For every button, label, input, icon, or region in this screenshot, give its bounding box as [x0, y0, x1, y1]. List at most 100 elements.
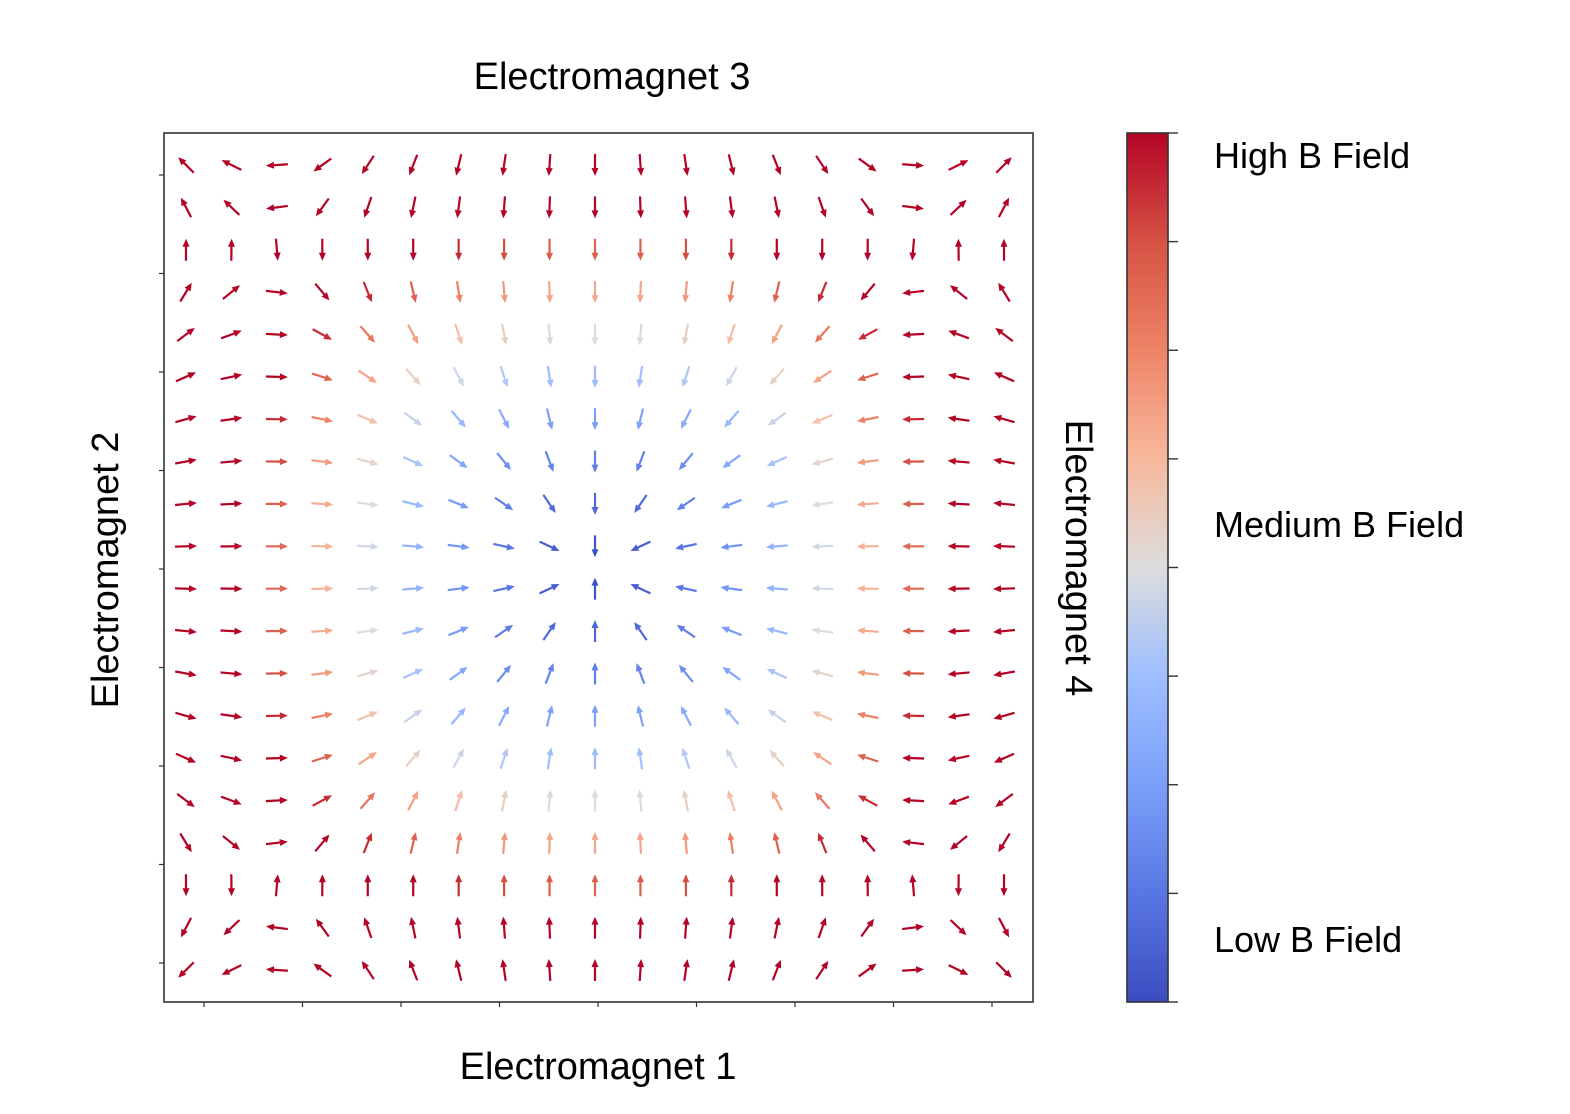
quiver-arrow: [311, 669, 334, 677]
quiver-arrow: [998, 832, 1011, 853]
quiver-arrow: [500, 831, 508, 854]
quiver-arrow: [220, 542, 243, 550]
quiver-arrow: [227, 874, 235, 897]
quiver-arrow: [817, 281, 828, 303]
quiver-arrow: [993, 415, 1015, 424]
quiver-arrow: [265, 923, 288, 931]
quiver-arrow: [682, 281, 690, 304]
quiver-arrow: [361, 155, 375, 175]
quiver-arrow: [1000, 238, 1008, 261]
quiver-arrow: [591, 662, 599, 685]
quiver-arrow: [591, 620, 599, 643]
quiver-arrow: [496, 452, 512, 471]
quiver-arrow: [636, 705, 645, 727]
quiver-arrow: [766, 500, 788, 509]
quiver-arrow: [363, 196, 373, 218]
quiver-arrow: [179, 832, 192, 853]
quiver-arrow: [772, 832, 781, 854]
quiver-arrow: [220, 372, 243, 381]
quiver-arrow: [447, 543, 470, 551]
quiver-arrow: [858, 963, 877, 978]
quiver-arrow: [403, 709, 423, 724]
quiver-arrow: [955, 238, 963, 261]
quiver-arrow: [902, 669, 925, 677]
quiver-arrow: [220, 670, 243, 678]
quiver-arrow: [356, 627, 379, 635]
quiver-arrow: [546, 874, 554, 897]
quiver-arrow: [591, 704, 599, 727]
quiver-arrow: [499, 747, 509, 769]
quiver-arrow: [727, 323, 736, 345]
quiver-arrow: [318, 238, 326, 261]
quiver-arrow: [947, 670, 970, 678]
quiver-arrow: [955, 874, 963, 897]
quiver-arrow: [591, 365, 599, 388]
quiver-arrow: [591, 492, 599, 515]
quiver-arrow: [591, 535, 599, 558]
quiver-arrow: [311, 627, 334, 635]
quiver-arrow: [591, 874, 599, 897]
quiver-arrow: [676, 496, 696, 511]
quiver-arrow: [591, 789, 599, 812]
quiver-arrow: [313, 157, 332, 172]
quiver-arrow: [909, 238, 917, 261]
quiver-arrow: [857, 753, 879, 763]
quiver-arrow: [265, 585, 288, 593]
quiver-arrow: [947, 457, 970, 465]
quiver-arrow: [721, 498, 742, 509]
quiver-arrow: [452, 366, 464, 387]
quiver-arrow: [950, 835, 968, 850]
quiver-arrow: [542, 621, 556, 641]
quiver-arrow: [909, 874, 917, 897]
quiver-arrow: [176, 793, 195, 808]
quiver-arrow: [902, 542, 925, 550]
colorbar: [1126, 132, 1169, 1003]
quiver-arrow: [675, 584, 697, 593]
quiver-arrow: [947, 712, 970, 720]
quiver-arrow: [454, 790, 463, 812]
quiver-arrow: [864, 238, 872, 261]
quiver-arrow: [265, 966, 288, 974]
quiver-arrow: [174, 585, 197, 593]
quiver-arrow: [727, 238, 735, 261]
quiver-arrow: [680, 706, 692, 727]
quiver-arrow: [856, 500, 879, 508]
quiver-arrow: [773, 874, 781, 897]
quiver-arrow: [182, 874, 190, 897]
quiver-arrow: [500, 959, 508, 982]
quiver-arrow: [811, 457, 834, 466]
quiver-arrow: [591, 747, 599, 770]
quiver-arrow: [902, 415, 925, 423]
quiver-arrow: [227, 238, 235, 261]
quiver-arrow: [771, 790, 783, 811]
quiver-arrow: [448, 626, 469, 637]
quiver-arrow: [591, 238, 599, 261]
quiver-arrow: [727, 959, 736, 981]
quiver-arrow: [450, 707, 466, 725]
quiver-arrow: [591, 281, 599, 304]
quiver-arrow: [174, 670, 197, 678]
quiver-arrow: [817, 832, 828, 854]
axis-label-top: Electromagnet 3: [473, 56, 751, 98]
quiver-arrow: [771, 324, 783, 345]
quiver-arrow: [311, 542, 334, 550]
quiver-arrow: [455, 832, 463, 854]
quiver-arrow: [220, 754, 243, 763]
quiver-arrow: [220, 627, 243, 635]
quiver-arrow: [545, 153, 553, 176]
quiver-arrow: [860, 197, 875, 217]
quiver-arrow: [857, 328, 878, 340]
quiver-arrow: [273, 238, 281, 261]
quiver-arrow: [857, 795, 878, 807]
quiver-arrow: [265, 542, 288, 550]
quiver-arrow: [811, 585, 834, 593]
quiver-arrow: [545, 196, 553, 219]
quiver-arrow: [402, 543, 425, 551]
quiver-arrow: [454, 959, 463, 981]
quiver-arrow: [636, 365, 644, 388]
quiver-arrow: [998, 282, 1011, 303]
quiver-arrow: [993, 500, 1016, 508]
quiver-arrow: [178, 961, 195, 978]
quiver-arrow: [454, 916, 462, 939]
quiver-arrow: [636, 789, 644, 812]
